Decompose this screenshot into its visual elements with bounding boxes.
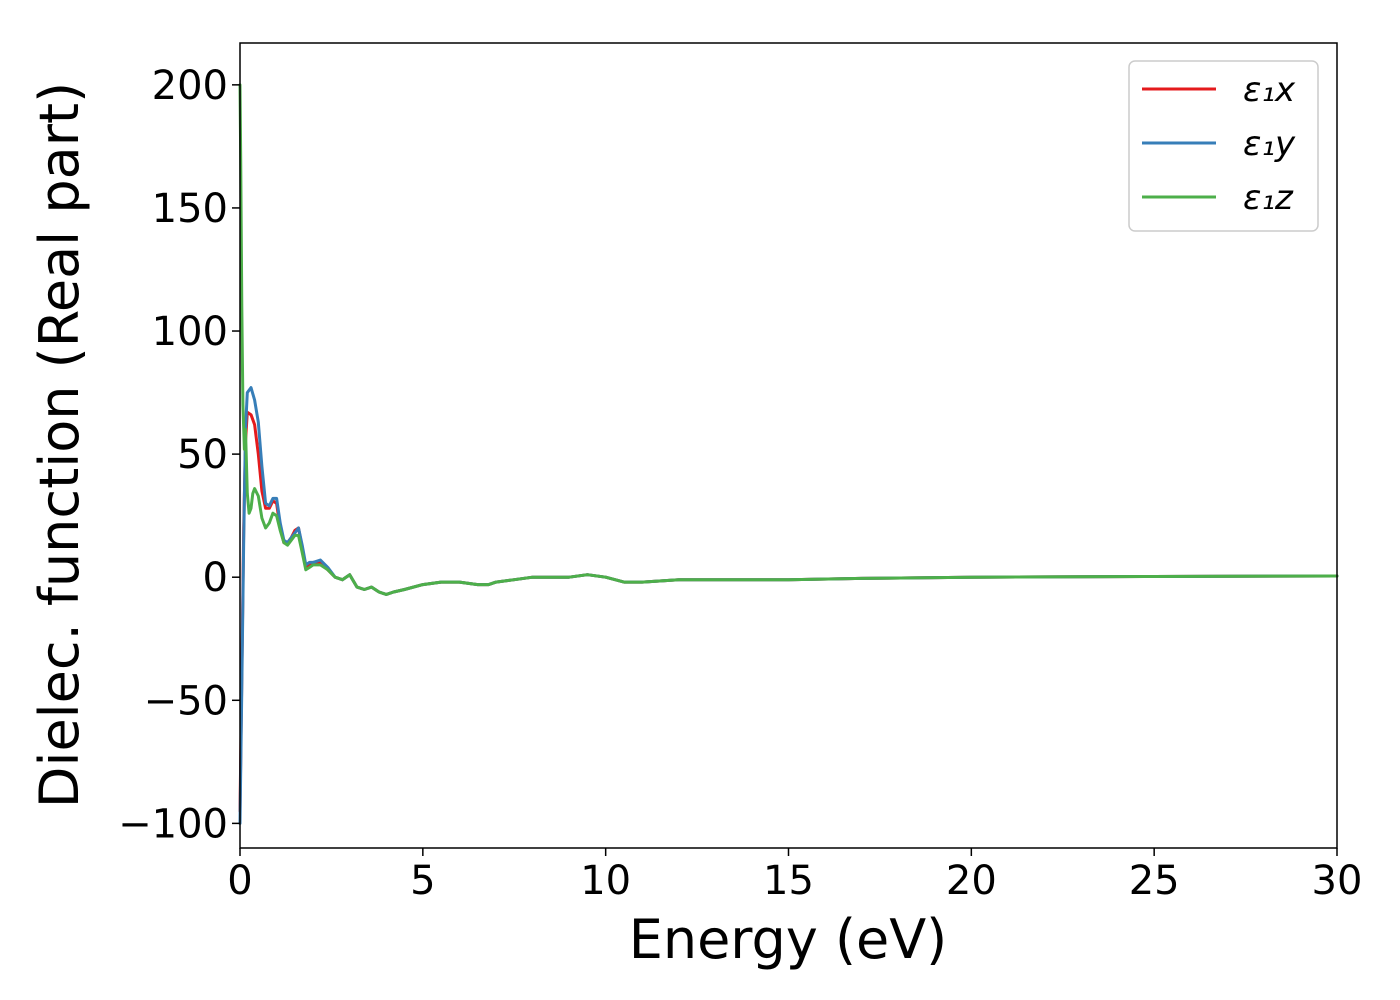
x-tick-label: 10 — [580, 858, 631, 904]
legend: ε₁x ε₁y ε₁z — [1128, 60, 1319, 232]
x-tick-label: 30 — [1312, 858, 1363, 904]
x-tick-label: 15 — [763, 858, 814, 904]
y-tick-label: 150 — [152, 186, 228, 232]
legend-box — [1128, 60, 1319, 232]
series-line-0 — [238, 410, 1339, 813]
x-tick-label: 25 — [1129, 858, 1180, 904]
y-tick-label: 100 — [152, 309, 228, 355]
y-axis-title: Dielec. function (Real part) — [28, 82, 91, 808]
y-tick-label: −100 — [118, 801, 228, 847]
legend-label-1: ε₁y — [1243, 124, 1296, 164]
y-tick-label: 0 — [203, 555, 228, 601]
x-tick-label: 20 — [946, 858, 997, 904]
legend-label-2: ε₁z — [1243, 178, 1294, 218]
series-line-1 — [238, 386, 1339, 825]
series-line-2 — [238, 83, 1339, 596]
y-tick-label: −50 — [144, 678, 228, 724]
x-axis: 0 5 10 15 20 25 30 — [227, 848, 1362, 904]
y-tick-label: 50 — [177, 432, 228, 478]
x-axis-title: Energy (eV) — [629, 908, 948, 971]
legend-label-0: ε₁x — [1243, 70, 1296, 110]
x-tick-label: 5 — [410, 858, 435, 904]
plot-lines — [238, 83, 1339, 825]
x-tick-label: 0 — [227, 858, 252, 904]
y-tick-label: 200 — [152, 63, 228, 109]
y-axis: −100 −50 0 50 100 150 200 — [118, 63, 240, 847]
